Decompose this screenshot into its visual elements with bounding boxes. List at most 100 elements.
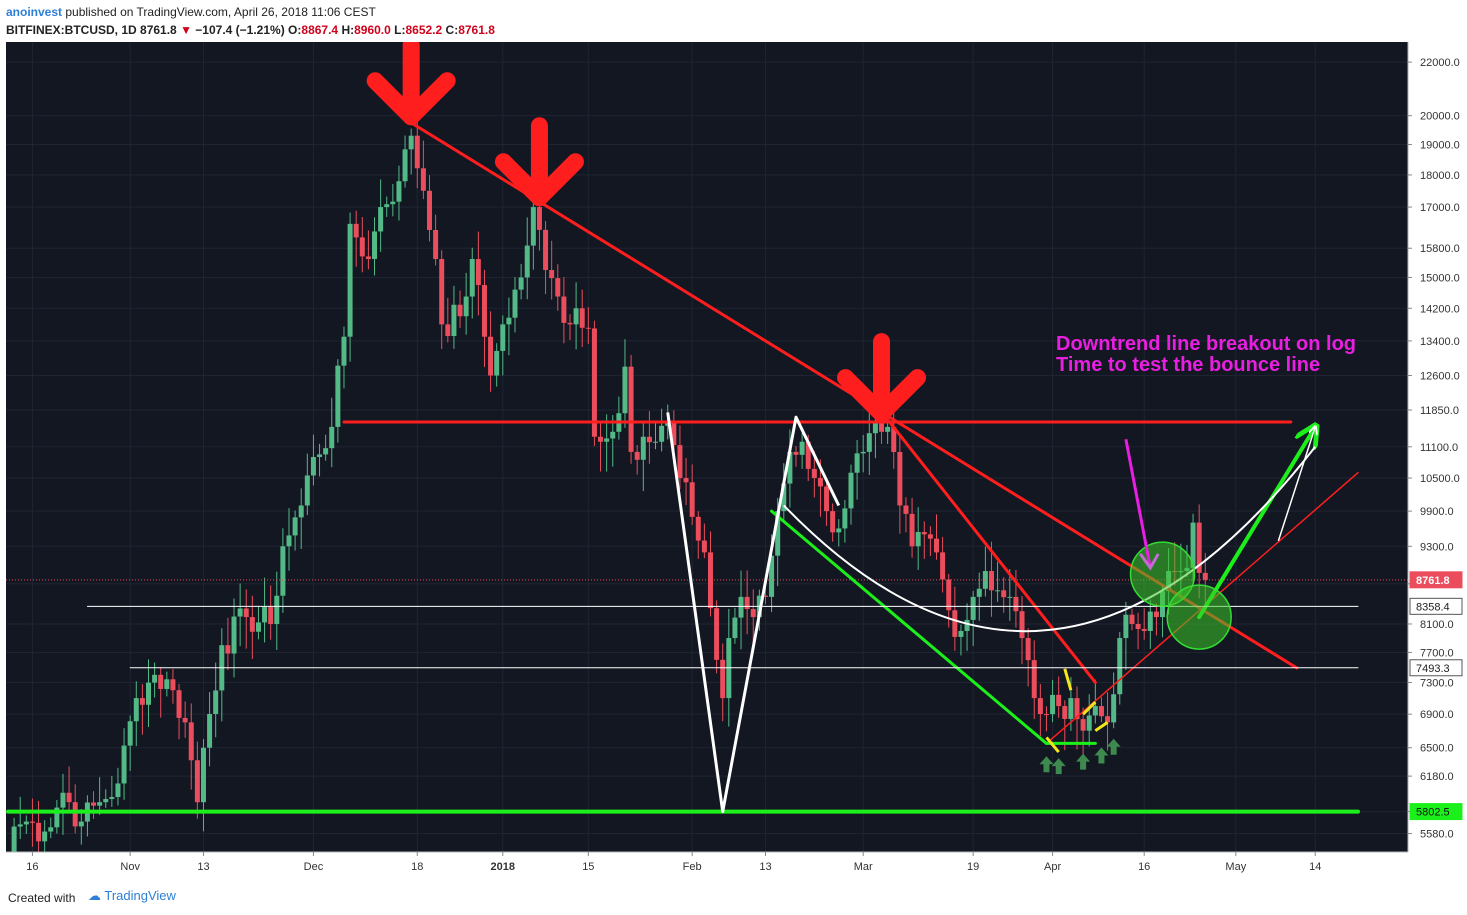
candle-up <box>152 662 158 698</box>
candle-up <box>237 583 243 647</box>
candle-body <box>329 426 335 449</box>
chart-area[interactable]: Downtrend line breakout on log Time to te… <box>6 36 1467 880</box>
candle-down <box>1037 683 1043 737</box>
candle-down <box>891 406 897 469</box>
candle-body <box>591 328 597 437</box>
candle-body <box>66 792 72 803</box>
candle-down <box>897 434 903 534</box>
candle-up <box>133 681 139 747</box>
candle-up <box>97 777 103 815</box>
candle-body <box>176 690 182 718</box>
candle-body <box>610 431 616 439</box>
candle-body <box>1117 638 1123 695</box>
candle-body <box>378 207 384 232</box>
candle-up <box>127 715 133 771</box>
candle-body <box>787 451 793 484</box>
candle-body <box>1196 522 1202 573</box>
candle-down <box>1025 628 1031 687</box>
candle-up <box>317 443 323 477</box>
price-label-text: 7493.3 <box>1416 663 1450 675</box>
candle-body <box>488 336 494 376</box>
candle-body <box>243 608 249 618</box>
time-tick-label: 2018 <box>491 861 515 873</box>
candle-body <box>200 747 206 803</box>
candle-body <box>915 532 921 547</box>
candle-body <box>793 451 799 455</box>
cloud-icon: ☁ <box>88 888 101 903</box>
candle-up <box>653 422 659 450</box>
annotation-line2: Time to test the bounce line <box>1056 354 1320 376</box>
candle-up <box>1050 679 1056 723</box>
candle-down <box>445 297 451 343</box>
time-tick-label: Nov <box>120 861 140 873</box>
up-arrow-icon <box>1106 738 1121 755</box>
candle-body <box>42 831 48 842</box>
candle-down <box>194 741 200 819</box>
candle-body <box>738 596 744 618</box>
candle-body <box>769 555 775 597</box>
price-change: −107.4 (−1.21%) <box>195 23 285 37</box>
candle-up <box>323 434 329 461</box>
candle-down <box>707 531 713 617</box>
candle-body <box>732 617 738 639</box>
candle-body <box>811 468 817 479</box>
candle-body <box>475 259 481 286</box>
candle-body <box>115 783 121 798</box>
price-tick-label: 20000.0 <box>1420 111 1460 123</box>
candle-body <box>824 486 830 512</box>
candle-body <box>1080 719 1086 731</box>
candle-body <box>91 802 97 806</box>
candle-body <box>463 296 469 317</box>
candle-body <box>280 546 286 596</box>
candle-up <box>396 165 402 221</box>
candle-down <box>1196 504 1202 599</box>
candle-body <box>310 457 316 476</box>
candle-up <box>524 217 530 300</box>
candle-down <box>1074 686 1080 750</box>
candle-up <box>335 359 341 443</box>
candle-body <box>1147 611 1153 631</box>
candle-body <box>848 472 854 509</box>
candle-down <box>1062 700 1068 751</box>
candle-down <box>1105 692 1111 751</box>
tradingview-logo[interactable]: ☁ TradingView <box>88 888 176 904</box>
candle-down <box>66 766 72 812</box>
candle-body <box>940 552 946 580</box>
arrow-head <box>837 369 927 423</box>
candle-body <box>1013 596 1019 612</box>
candle-down <box>353 210 359 267</box>
candle-up <box>292 510 298 551</box>
candle-body <box>384 204 390 208</box>
candle-body <box>359 237 365 257</box>
candle-down <box>585 307 591 345</box>
candle-body <box>549 270 555 279</box>
candle-up <box>995 561 1001 602</box>
candle-up <box>145 659 151 728</box>
candle-body <box>353 223 359 238</box>
price-label-green: 5802.5 <box>1409 803 1463 821</box>
time-tick-label: 13 <box>759 861 771 873</box>
candle-down <box>488 311 494 392</box>
candle-up <box>982 546 988 597</box>
author-link[interactable]: anoinvest <box>6 5 63 19</box>
candle-up <box>964 603 970 651</box>
candle-body <box>54 807 60 828</box>
candle-body <box>255 622 261 632</box>
candle-down <box>750 589 756 647</box>
candle-down <box>439 250 445 349</box>
candle-body <box>634 451 640 460</box>
price-tick-label: 9300.0 <box>1420 541 1454 553</box>
candle-up <box>469 247 475 319</box>
candle-body <box>433 229 439 260</box>
candle-up <box>54 799 60 834</box>
price-tick-label: 13400.0 <box>1420 336 1460 348</box>
candle-body <box>426 190 432 230</box>
candle-body <box>585 327 591 329</box>
candle-body <box>530 207 536 246</box>
candle-up <box>304 453 310 516</box>
candle-down <box>555 264 561 311</box>
candle-down <box>646 411 652 464</box>
symbol-label: BITFINEX:BTCUSD, 1D <box>6 23 137 37</box>
candle-up <box>207 692 213 767</box>
